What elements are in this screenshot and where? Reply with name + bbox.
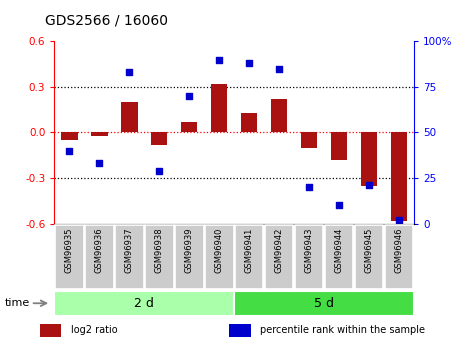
Bar bbox=[61, 132, 78, 140]
Bar bbox=[145, 225, 174, 289]
Text: GSM96945: GSM96945 bbox=[364, 228, 374, 273]
Text: GSM96944: GSM96944 bbox=[334, 228, 343, 273]
Point bbox=[275, 66, 283, 71]
Bar bbox=[151, 132, 167, 145]
Text: GSM96935: GSM96935 bbox=[65, 228, 74, 273]
Bar bbox=[229, 324, 251, 337]
Bar bbox=[40, 324, 61, 337]
Bar bbox=[175, 225, 203, 289]
Text: GSM96941: GSM96941 bbox=[245, 228, 254, 273]
Bar bbox=[355, 225, 383, 289]
Bar bbox=[271, 99, 287, 132]
Text: GSM96939: GSM96939 bbox=[184, 228, 194, 273]
Text: GSM96938: GSM96938 bbox=[155, 228, 164, 273]
Bar bbox=[85, 225, 114, 289]
Bar bbox=[54, 291, 234, 316]
Text: log2 ratio: log2 ratio bbox=[71, 325, 118, 335]
Text: percentile rank within the sample: percentile rank within the sample bbox=[260, 325, 425, 335]
Point bbox=[185, 93, 193, 99]
Point bbox=[335, 203, 343, 208]
Bar bbox=[391, 132, 407, 220]
Text: GDS2566 / 16060: GDS2566 / 16060 bbox=[45, 13, 168, 28]
Bar bbox=[181, 122, 197, 132]
Bar bbox=[91, 132, 107, 136]
Bar bbox=[331, 132, 347, 160]
Text: time: time bbox=[5, 298, 30, 308]
Text: GSM96943: GSM96943 bbox=[305, 228, 314, 273]
Bar bbox=[235, 225, 263, 289]
Point bbox=[305, 184, 313, 190]
Bar bbox=[234, 291, 414, 316]
Text: 5 d: 5 d bbox=[314, 297, 334, 310]
Bar bbox=[55, 225, 84, 289]
Point bbox=[96, 161, 103, 166]
Text: GSM96937: GSM96937 bbox=[125, 228, 134, 273]
Bar bbox=[205, 225, 234, 289]
Bar bbox=[115, 225, 144, 289]
Point bbox=[215, 57, 223, 62]
Point bbox=[245, 60, 253, 66]
Point bbox=[125, 70, 133, 75]
Bar bbox=[211, 84, 228, 132]
Bar bbox=[361, 132, 377, 186]
Point bbox=[395, 217, 403, 223]
Bar bbox=[121, 102, 138, 132]
Text: GSM96942: GSM96942 bbox=[274, 228, 284, 273]
Point bbox=[156, 168, 163, 174]
Bar bbox=[324, 225, 353, 289]
Bar bbox=[385, 225, 413, 289]
Text: GSM96940: GSM96940 bbox=[215, 228, 224, 273]
Bar bbox=[301, 132, 317, 148]
Point bbox=[365, 183, 373, 188]
Bar bbox=[241, 113, 257, 132]
Bar bbox=[295, 225, 324, 289]
Text: 2 d: 2 d bbox=[134, 297, 154, 310]
Bar bbox=[265, 225, 293, 289]
Point bbox=[66, 148, 73, 154]
Text: GSM96946: GSM96946 bbox=[394, 228, 403, 273]
Text: GSM96936: GSM96936 bbox=[95, 228, 104, 273]
